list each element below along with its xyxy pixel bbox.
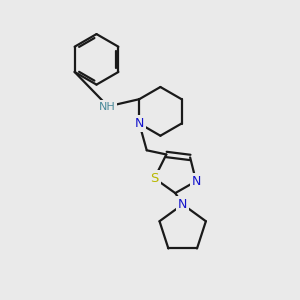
Text: S: S (150, 172, 159, 185)
Text: N: N (191, 175, 201, 188)
Text: N: N (135, 117, 144, 130)
Text: N: N (178, 198, 188, 211)
Text: NH: NH (98, 102, 115, 112)
